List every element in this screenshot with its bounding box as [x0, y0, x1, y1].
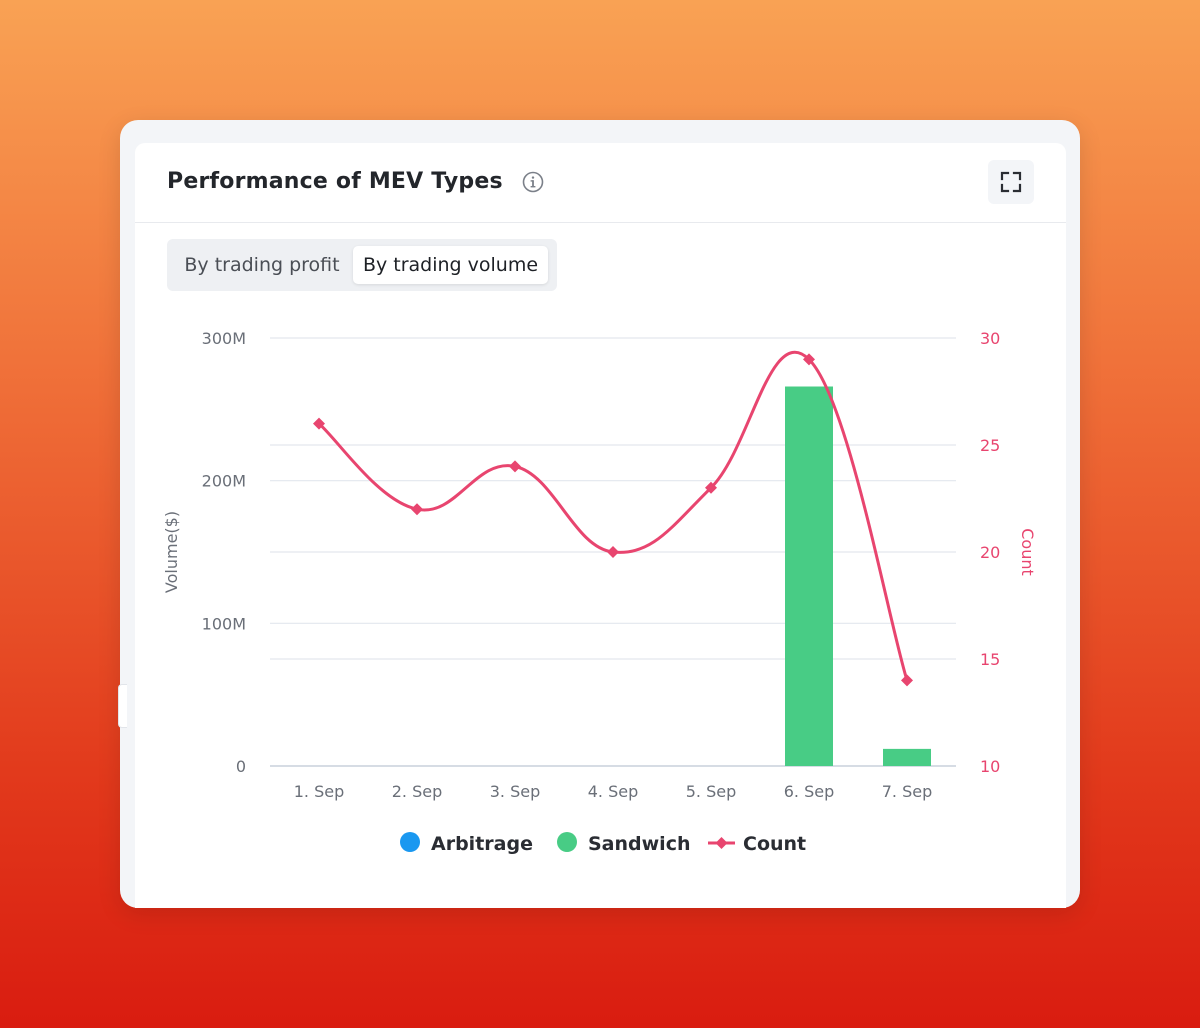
x-tick-label: 4. Sep — [588, 782, 639, 801]
metric-toggle: By trading profit By trading volume — [167, 239, 557, 291]
x-tick-label: 3. Sep — [490, 782, 541, 801]
legend-item-arbitrage[interactable]: Arbitrage — [400, 832, 533, 855]
count-line — [318, 350, 909, 681]
legend-label: Count — [743, 833, 806, 855]
x-tick-label: 7. Sep — [882, 782, 933, 801]
info-icon[interactable] — [522, 171, 544, 193]
tab-by-trading-volume[interactable]: By trading volume — [353, 246, 548, 284]
legend-item-sandwich[interactable]: Sandwich — [557, 832, 691, 855]
y-right-tick-label: 15 — [980, 650, 1000, 669]
bar-sandwich[interactable] — [785, 386, 833, 766]
y-right-tick-label: 30 — [980, 329, 1000, 348]
y-axis-title-right: Count — [1018, 528, 1037, 576]
y-axis-title-left: Volume($) — [162, 511, 181, 593]
y-left-tick-label: 100M — [202, 614, 246, 633]
legend-label: Arbitrage — [431, 833, 533, 855]
legend-marker — [557, 832, 577, 852]
y-left-tick-label: 0 — [236, 757, 246, 776]
x-tick-label: 5. Sep — [686, 782, 737, 801]
legend-item-count[interactable]: Count — [708, 833, 806, 855]
y-left-tick-label: 200M — [202, 472, 246, 491]
y-right-tick-label: 20 — [980, 543, 1000, 562]
x-tick-label: 6. Sep — [784, 782, 835, 801]
y-right-tick-label: 10 — [980, 757, 1000, 776]
y-left-tick-label: 300M — [202, 329, 246, 348]
count-point[interactable] — [313, 417, 325, 430]
legend-marker — [400, 832, 420, 852]
legend-marker-diamond — [715, 837, 728, 849]
chart-title: Performance of MEV Types — [167, 169, 503, 194]
count-point[interactable] — [607, 546, 619, 558]
count-point[interactable] — [803, 353, 815, 366]
tab-by-trading-profit[interactable]: By trading profit — [184, 254, 340, 276]
expand-icon — [1000, 171, 1022, 193]
card-header: Performance of MEV Types — [135, 143, 1066, 223]
count-point[interactable] — [411, 503, 423, 516]
x-tick-label: 1. Sep — [294, 782, 345, 801]
chart-card: Performance of MEV Types By trading prof… — [135, 143, 1066, 908]
count-point[interactable] — [509, 460, 521, 473]
x-tick-label: 2. Sep — [392, 782, 443, 801]
side-handle[interactable] — [118, 684, 127, 728]
count-point[interactable] — [705, 481, 717, 494]
expand-button[interactable] — [988, 160, 1034, 204]
legend-label: Sandwich — [588, 833, 691, 855]
bar-sandwich[interactable] — [883, 748, 931, 766]
y-right-tick-label: 25 — [980, 436, 1000, 455]
count-point[interactable] — [901, 674, 913, 687]
